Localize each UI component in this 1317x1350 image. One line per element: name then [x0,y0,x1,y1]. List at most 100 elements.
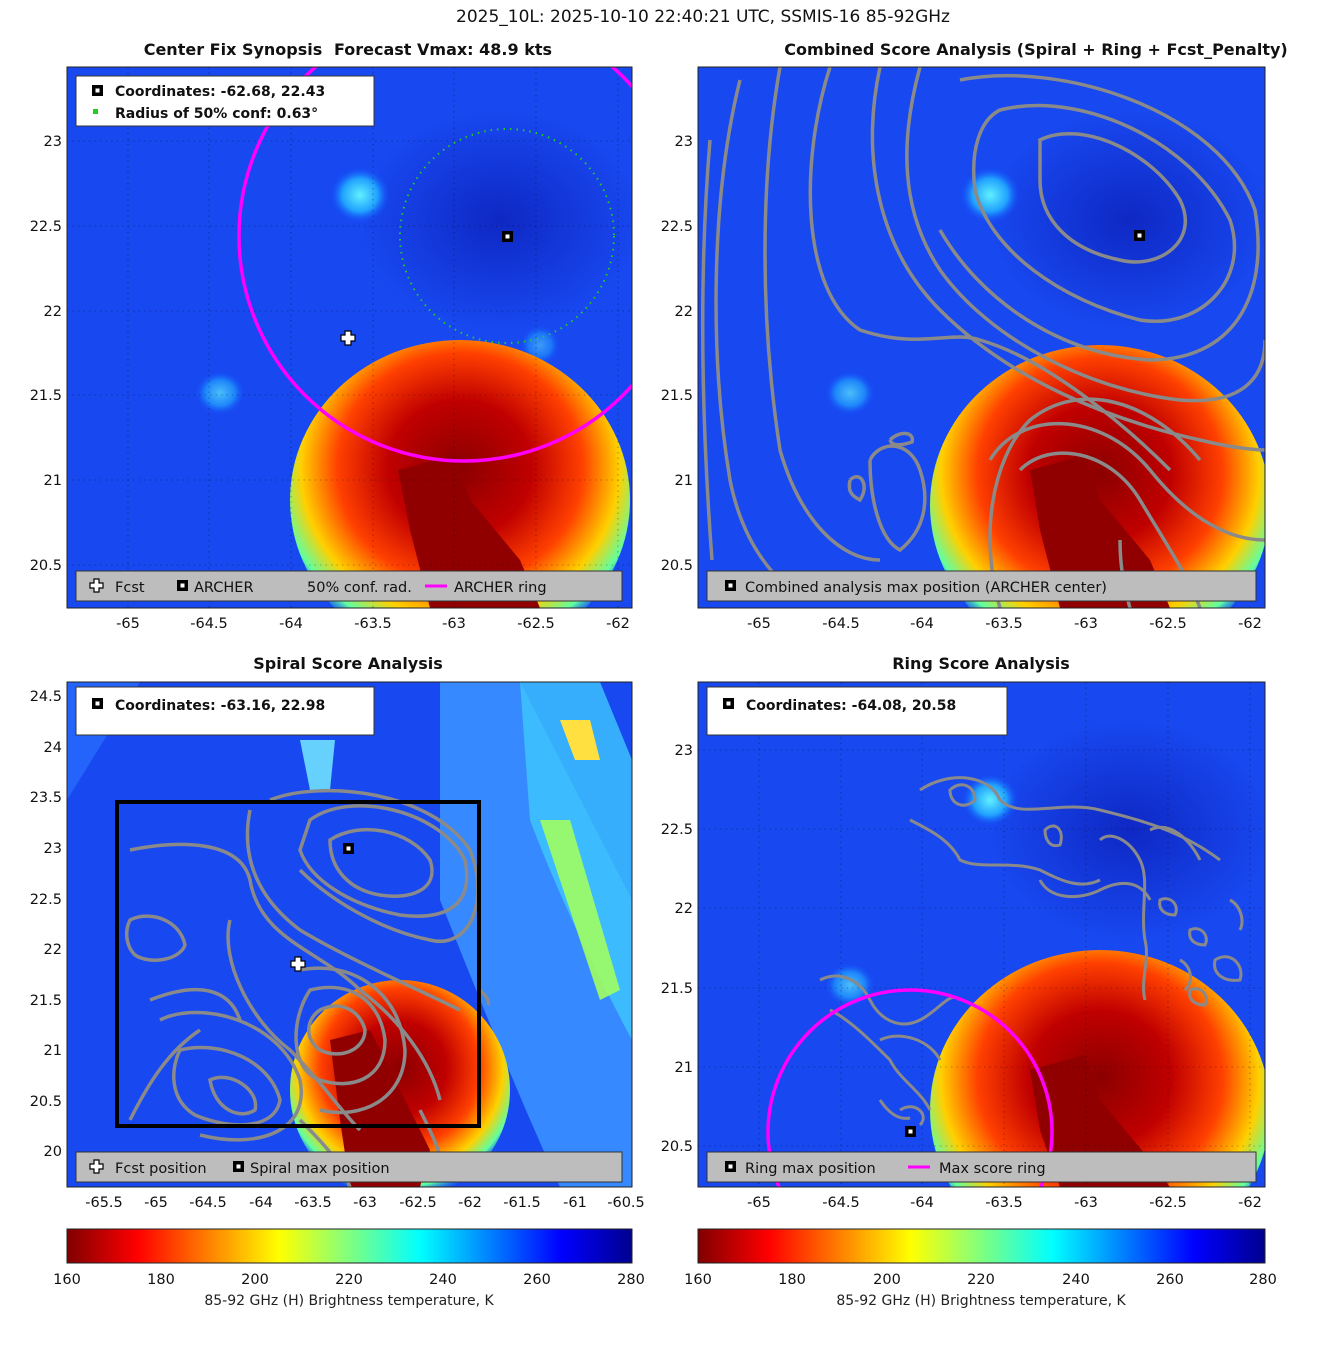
x-tick: -61 [563,1195,587,1211]
legend-max-score-ring: Max score ring [939,1161,1046,1177]
y-tick: 24 [44,740,62,756]
cbar-tick: 200 [873,1272,901,1288]
synopsis-grid [67,67,632,608]
cbar-tick: 280 [617,1272,645,1288]
y-tick: 20.5 [661,558,693,574]
cbar-tick: 260 [1156,1272,1184,1288]
y-tick: 22.5 [30,219,62,235]
synopsis-axis-ticks: -65 -64.5 -64 -63.5 -63 -62.5 -62 23 22.… [30,134,630,632]
y-tick: 22 [44,942,62,958]
synopsis-title-left: Center Fix Synopsis [144,40,323,59]
x-tick: -63.5 [985,1195,1023,1211]
y-tick: 21.5 [30,993,62,1009]
ring-title: Ring Score Analysis [892,654,1070,673]
x-tick: -63 [1074,616,1098,632]
combined-max-marker [1134,230,1145,241]
spiral-max-marker [343,843,354,854]
y-tick: 20.5 [30,558,62,574]
x-tick: -61.5 [503,1195,541,1211]
ring-max-marker [905,1126,916,1137]
spiral-title: Spiral Score Analysis [253,654,443,673]
cbar-tick: 220 [967,1272,995,1288]
cbar-tick: 180 [778,1272,806,1288]
archer-ring [237,67,632,463]
y-tick: 21.5 [661,981,693,997]
legend-ring-max: Ring max position [745,1161,876,1177]
ring-legend: Ring max position Max score ring [706,1151,1257,1183]
x-tick: -64.5 [822,1195,860,1211]
x-tick: -65 [747,616,771,632]
panel-combined: Combined Score Analysis (Spiral + Ring +… [661,40,1288,632]
synopsis-heatmap [67,67,632,608]
x-tick: -64.5 [190,616,228,632]
spiral-coords: Coordinates: -63.16, 22.98 [115,698,325,714]
x-tick: -62.5 [1149,616,1187,632]
synopsis-coords: Coordinates: -62.68, 22.43 [115,84,325,100]
cbar-tick: 160 [684,1272,712,1288]
colorbar-label: 85-92 GHz (H) Brightness temperature, K [204,1293,494,1309]
x-tick: -62 [1238,1195,1262,1211]
y-tick: 20.5 [30,1094,62,1110]
figure-title: 2025_10L: 2025-10-10 22:40:21 UTC, SSMIS… [456,7,950,27]
combined-contours [700,67,1265,608]
ring-contours [819,776,1244,1127]
legend-fcst-position: Fcst position [115,1161,207,1177]
x-tick: -63.5 [985,616,1023,632]
y-tick: 23 [675,743,693,759]
x-tick: -64 [910,1195,934,1211]
x-tick: -64.5 [822,616,860,632]
conf-radius-circle [399,128,615,344]
colorbar-right: 160 180 200 220 240 260 280 85-92 GHz (H… [684,1228,1277,1309]
ring-coords: Coordinates: -64.08, 20.58 [746,698,956,714]
spiral-heatmap [67,682,632,1187]
colorbar-label: 85-92 GHz (H) Brightness temperature, K [836,1293,1126,1309]
x-tick: -63 [353,1195,377,1211]
spiral-contours [124,788,491,1187]
search-box [115,800,481,1128]
x-tick: -62.5 [399,1195,437,1211]
x-tick: -63.5 [354,616,392,632]
cbar-tick: 160 [53,1272,81,1288]
ring-grid [698,682,1265,1187]
x-tick: -64 [910,616,934,632]
panel-ring: Ring Score Analysis [661,654,1266,1211]
synopsis-radius: Radius of 50% conf: 0.63° [115,106,318,122]
combined-legend: Combined analysis max position (ARCHER c… [706,570,1257,602]
x-tick: -62.5 [517,616,555,632]
x-tick: -64 [279,616,303,632]
legend-fcst-icon [89,578,104,593]
synopsis-title-right: Forecast Vmax: 48.9 kts [334,40,552,59]
colorbar-left: 160 180 200 220 240 260 280 85-92 GHz (H… [53,1228,645,1309]
spiral-axis-ticks: -65.5 -65 -64.5 -64 -63.5 -63 -62.5 -62 … [30,689,645,1211]
cbar-tick: 220 [335,1272,363,1288]
combined-heatmap [698,67,1265,608]
y-tick: 21 [44,1043,62,1059]
y-tick: 22 [675,304,693,320]
y-tick: 20.5 [661,1139,693,1155]
combined-axis-ticks: -65 -64.5 -64 -63.5 -63 -62.5 -62 23 22.… [661,134,1262,632]
archer-marker [502,231,513,242]
synopsis-legend: Fcst ARCHER 50% conf. rad. ARCHER ring [75,570,623,602]
y-tick: 22 [675,901,693,917]
x-tick: -64.5 [189,1195,227,1211]
legend-spiral-max: Spiral max position [250,1161,390,1177]
x-tick: -62 [458,1195,482,1211]
x-tick: -60.5 [607,1195,645,1211]
y-tick: 22.5 [30,892,62,908]
y-tick: 23 [44,841,62,857]
cbar-tick: 280 [1249,1272,1277,1288]
y-tick: 23.5 [30,790,62,806]
ring-info-box: Coordinates: -64.08, 20.58 [706,686,1008,736]
cbar-tick: 200 [241,1272,269,1288]
legend-archer: ARCHER [194,580,254,596]
cbar-tick: 240 [429,1272,457,1288]
x-tick: -63 [1074,1195,1098,1211]
cbar-tick: 260 [523,1272,551,1288]
x-tick: -65 [116,616,140,632]
panel-spiral: Spiral Score Analysis [30,654,645,1211]
y-tick: 23 [44,134,62,150]
fcst-marker [340,330,356,346]
ring-axis-ticks: -65 -64.5 -64 -63.5 -63 -62.5 -62 23 22.… [661,743,1262,1211]
y-tick: 21.5 [30,388,62,404]
legend-fcst-position-icon [89,1159,104,1174]
